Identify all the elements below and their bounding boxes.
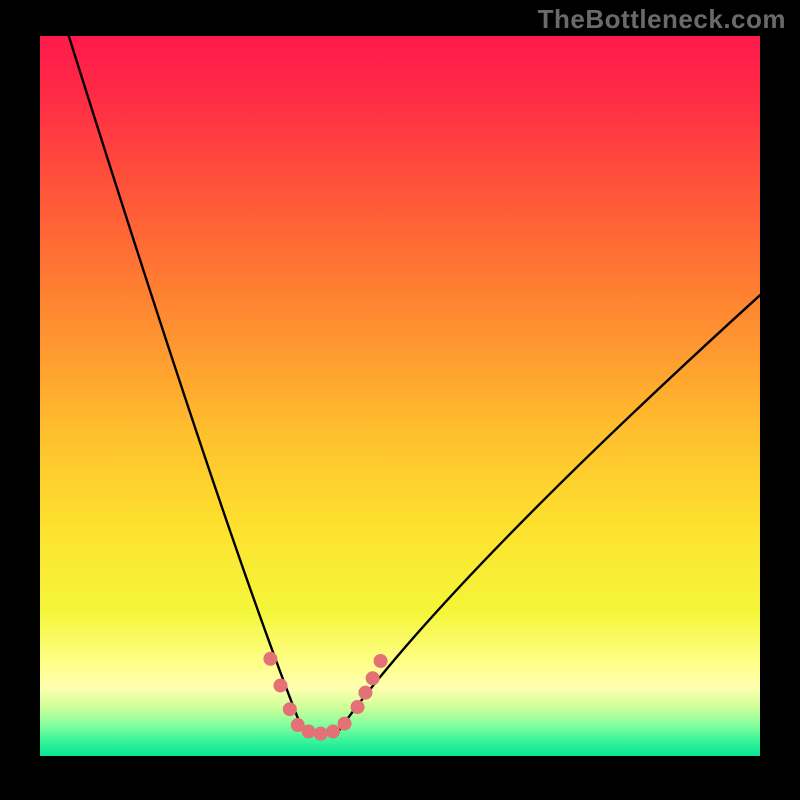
data-marker: [314, 727, 328, 741]
bottleneck-chart: [0, 0, 800, 800]
data-marker: [351, 700, 365, 714]
data-marker: [374, 654, 388, 668]
data-marker: [273, 678, 287, 692]
watermark-text: TheBottleneck.com: [538, 4, 786, 35]
data-marker: [283, 702, 297, 716]
data-marker: [326, 725, 340, 739]
data-marker: [358, 686, 372, 700]
data-marker: [338, 717, 352, 731]
data-marker: [302, 725, 316, 739]
data-marker: [263, 652, 277, 666]
data-marker: [366, 671, 380, 685]
